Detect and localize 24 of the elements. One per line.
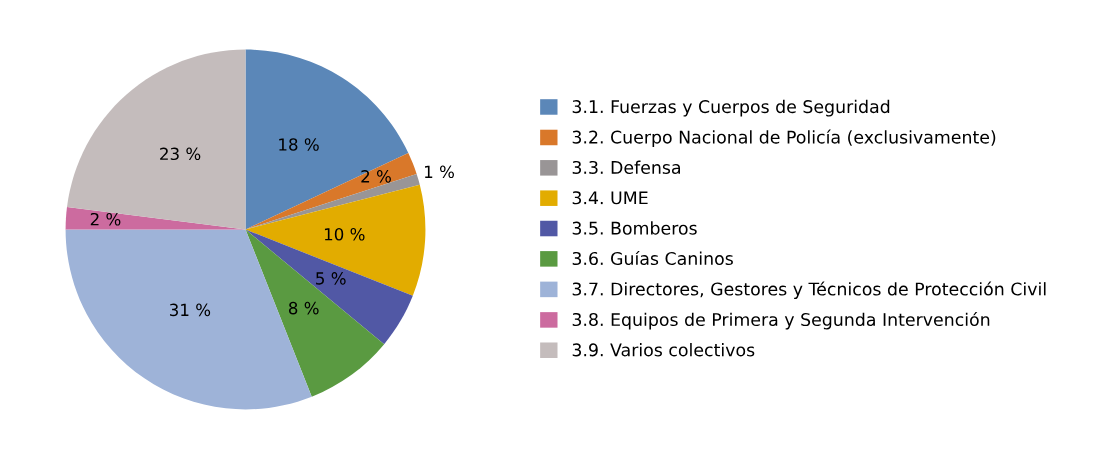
- data-label: 2 %: [90, 212, 121, 226]
- data-label: 31 %: [170, 303, 211, 317]
- legend-label: 3.9. Varios colectivos: [572, 343, 755, 357]
- pie-slice: [245, 152, 417, 230]
- data-label: 5 %: [316, 272, 346, 285]
- pie-slice: [67, 49, 246, 230]
- data-label: 23 %: [160, 147, 201, 161]
- data-label: 18 %: [279, 138, 319, 151]
- legend-label: 3.4. UME: [572, 191, 648, 205]
- legend-label: 3.8. Equipos de Primera y Segunda Intervención: [572, 311, 990, 330]
- data-label: 2 %: [361, 170, 391, 183]
- legend-label: 3.6. Guías Caninos: [572, 250, 733, 266]
- legend-label: 3.5. Bomberos: [572, 221, 697, 235]
- pie-slice: [245, 229, 413, 345]
- legend-label: 3.2. Cuerpo Nacional de Policía (exclusivamente): [572, 129, 996, 148]
- pie-slice: [245, 184, 426, 296]
- data-label: 10 %: [324, 227, 365, 241]
- legend-label: 3.7. Directores, Gestores y Técnicos de Protección Civil: [572, 281, 1046, 299]
- pie-slice: [245, 49, 409, 230]
- data-label: 1 %: [425, 165, 454, 179]
- legend-label: 3.3. Defensa: [572, 160, 680, 175]
- legend-label: 3.1. Fuerzas y Cuerpos de Seguridad: [572, 99, 890, 117]
- data-label: 8 %: [288, 301, 319, 315]
- pie-slice: [245, 229, 385, 397]
